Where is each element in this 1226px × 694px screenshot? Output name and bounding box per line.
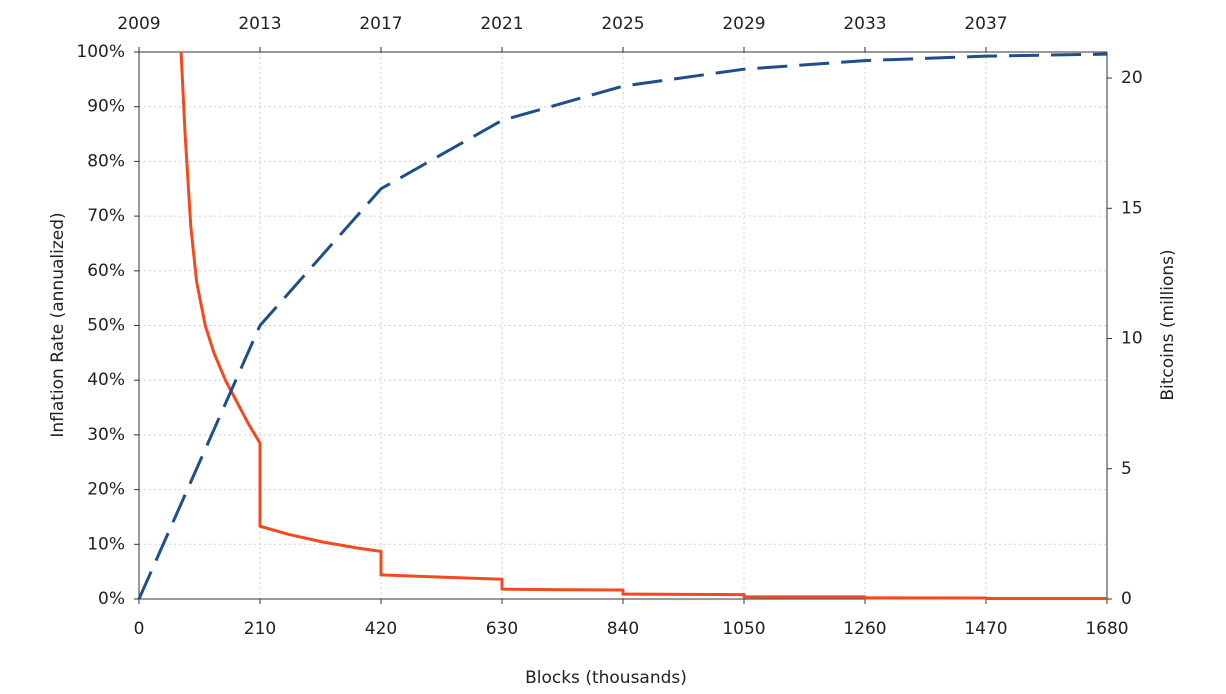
series-line bbox=[137, 52, 1108, 600]
y-tick-label: 40% bbox=[87, 370, 125, 390]
x2-tick-label: 2009 bbox=[117, 14, 160, 34]
y2-tick-label: 15 bbox=[1121, 198, 1143, 218]
x2-tick-label: 2025 bbox=[601, 14, 644, 34]
y-tick-label: 90% bbox=[87, 97, 125, 117]
x2-tick-label: 2013 bbox=[238, 14, 281, 34]
x-tick-label: 1470 bbox=[964, 619, 1007, 639]
x-tick-label: 1050 bbox=[722, 619, 765, 639]
y-tick-label: 30% bbox=[87, 425, 125, 445]
y-axis-label: Inflation Rate (annualized) bbox=[48, 212, 68, 437]
y-tick-label: 80% bbox=[87, 151, 125, 171]
x-tick-label: 0 bbox=[134, 619, 145, 639]
y-tick-label: 60% bbox=[87, 261, 125, 281]
x-tick-label: 210 bbox=[244, 619, 276, 639]
x2-tick-label: 2037 bbox=[964, 14, 1007, 34]
x-tick-label: 1680 bbox=[1085, 619, 1128, 639]
y-tick-label: 0% bbox=[98, 589, 125, 609]
y2-axis-label: Bitcoins (millions) bbox=[1158, 249, 1178, 400]
x-axis-label: Blocks (thousands) bbox=[525, 668, 687, 688]
series-line bbox=[179, 51, 1107, 600]
y-tick-label: 20% bbox=[87, 480, 125, 500]
y2-tick-label: 0 bbox=[1121, 589, 1132, 609]
y2-tick-label: 10 bbox=[1121, 329, 1143, 349]
y-tick-label: 70% bbox=[87, 206, 125, 226]
y-tick-label: 50% bbox=[87, 316, 125, 336]
y-tick-label: 100% bbox=[76, 42, 125, 62]
y2-tick-label: 5 bbox=[1121, 459, 1132, 479]
x-tick-label: 840 bbox=[607, 619, 639, 639]
x2-tick-label: 2029 bbox=[722, 14, 765, 34]
x2-tick-label: 2033 bbox=[843, 14, 886, 34]
y2-tick-label: 20 bbox=[1121, 68, 1143, 88]
x-tick-label: 1260 bbox=[843, 619, 886, 639]
x2-tick-label: 2021 bbox=[480, 14, 523, 34]
x-tick-label: 630 bbox=[486, 619, 518, 639]
x-tick-label: 420 bbox=[365, 619, 397, 639]
x2-tick-label: 2017 bbox=[359, 14, 402, 34]
y-tick-label: 10% bbox=[87, 534, 125, 554]
